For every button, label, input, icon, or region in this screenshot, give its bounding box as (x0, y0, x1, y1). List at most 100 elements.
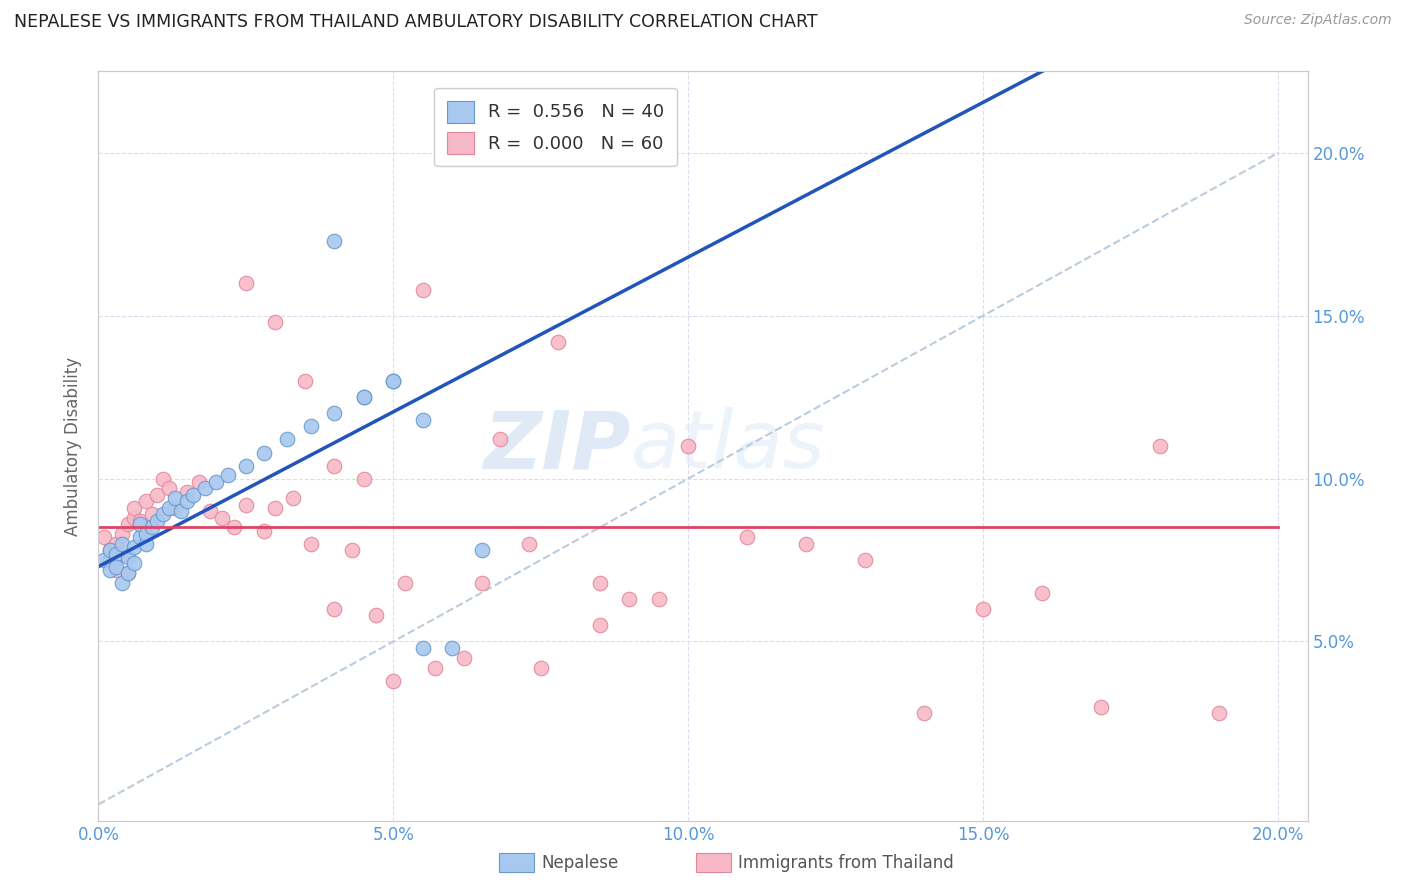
Point (235, 276, 257, 290)
Point (152, 508, 174, 522)
Point (1090, 699, 1112, 714)
Text: NEPALESE VS IMMIGRANTS FROM THAILAND AMBULATORY DISABILITY CORRELATION CHART: NEPALESE VS IMMIGRANTS FROM THAILAND AMB… (14, 13, 818, 31)
Point (181, 488, 204, 502)
Point (157, 500, 180, 515)
Point (323, 458, 346, 473)
Point (122, 500, 145, 515)
Point (264, 500, 287, 515)
Text: ZIP: ZIP (484, 407, 630, 485)
Point (222, 520, 245, 534)
Point (128, 517, 150, 532)
Point (678, 439, 700, 453)
Point (323, 406, 346, 420)
Point (353, 390, 375, 404)
Point (299, 419, 322, 434)
Point (1031, 585, 1053, 599)
Point (98, 553, 121, 567)
Point (340, 543, 363, 558)
Point (589, 575, 612, 590)
Point (176, 494, 198, 508)
Point (294, 374, 316, 388)
Point (217, 468, 239, 483)
Point (122, 510, 145, 524)
Point (488, 433, 510, 447)
Point (281, 491, 304, 505)
Point (146, 514, 169, 528)
Point (394, 575, 416, 590)
Point (412, 413, 434, 427)
Point (152, 472, 174, 486)
Point (117, 549, 139, 564)
Point (135, 494, 157, 508)
Point (98, 543, 121, 558)
Point (619, 592, 641, 607)
Point (353, 472, 375, 486)
Text: Nepalese: Nepalese (541, 854, 619, 871)
Point (111, 547, 134, 561)
Point (111, 575, 134, 590)
Point (135, 537, 157, 551)
Point (471, 575, 494, 590)
Point (441, 640, 464, 655)
Point (1149, 439, 1171, 453)
Point (211, 510, 233, 524)
Point (141, 508, 163, 522)
Point (135, 527, 157, 541)
Point (972, 602, 994, 616)
Point (122, 556, 145, 570)
Point (200, 504, 222, 518)
Point (98, 543, 121, 558)
Point (353, 390, 375, 404)
Point (412, 640, 434, 655)
Point (530, 660, 553, 674)
Point (252, 445, 274, 459)
Text: atlas: atlas (630, 407, 825, 485)
Point (364, 608, 387, 623)
Point (117, 517, 139, 532)
Legend: R =  0.556   N = 40, R =  0.000   N = 60: R = 0.556 N = 40, R = 0.000 N = 60 (434, 88, 676, 166)
Point (912, 706, 935, 720)
Point (146, 488, 169, 502)
Point (299, 537, 322, 551)
Point (794, 537, 817, 551)
Point (205, 475, 228, 489)
Point (194, 481, 217, 495)
Point (382, 374, 405, 388)
Point (276, 433, 298, 447)
Point (235, 498, 257, 512)
Point (165, 491, 187, 505)
Point (323, 602, 346, 616)
Point (105, 559, 128, 574)
Point (93, 553, 115, 567)
Point (98, 563, 121, 577)
Point (141, 520, 163, 534)
Point (423, 660, 446, 674)
Point (382, 374, 405, 388)
Point (117, 566, 139, 580)
Text: Source: ZipAtlas.com: Source: ZipAtlas.com (1244, 13, 1392, 28)
Point (105, 547, 128, 561)
Point (170, 504, 193, 518)
Point (235, 458, 257, 473)
Point (517, 537, 540, 551)
Point (264, 315, 287, 329)
Point (1208, 706, 1230, 720)
Point (128, 530, 150, 544)
Point (93, 530, 115, 544)
Point (853, 553, 876, 567)
Point (252, 524, 274, 538)
Point (471, 543, 494, 558)
Point (323, 234, 346, 248)
Point (412, 283, 434, 297)
Point (105, 563, 128, 577)
Point (547, 334, 569, 349)
Point (165, 500, 187, 515)
Point (187, 475, 209, 489)
Point (176, 484, 198, 499)
Point (648, 592, 671, 607)
Text: Immigrants from Thailand: Immigrants from Thailand (738, 854, 953, 871)
Point (735, 530, 758, 544)
Point (453, 650, 475, 665)
Point (111, 527, 134, 541)
Point (117, 566, 139, 580)
